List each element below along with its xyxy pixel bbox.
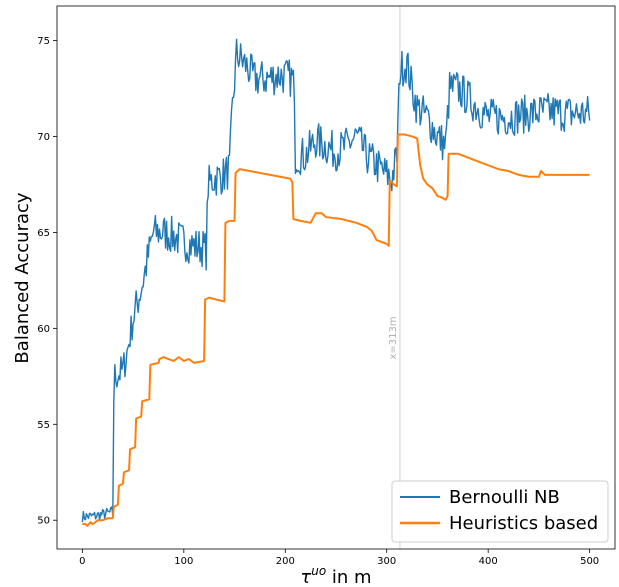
y-tick-label: 60 <box>37 324 50 335</box>
legend-label-heuristics-based: Heuristics based <box>449 513 598 534</box>
legend: Bernoulli NB Heuristics based <box>391 480 609 543</box>
x-axis-label: τuo in m <box>300 564 371 587</box>
legend-box <box>391 480 609 543</box>
y-tick-label: 70 <box>37 132 50 143</box>
x-tick-label: 0 <box>79 556 85 567</box>
series-layer <box>81 38 591 527</box>
y-axis: 50 55 60 65 70 75 <box>37 36 57 527</box>
x-axis-label-unit: in m <box>326 567 371 587</box>
x-tick-label: 200 <box>276 556 295 567</box>
x-axis-label-symbol: τ <box>300 567 311 587</box>
x-tick-label: 300 <box>377 556 396 567</box>
x-axis-label-superscript: uo <box>311 564 326 578</box>
plot-frame <box>56 5 616 550</box>
plot-area <box>57 6 615 549</box>
x-tick-label: 500 <box>580 556 599 567</box>
y-axis-label: Balanced Accuracy <box>12 192 33 363</box>
legend-label-bernoulli-nb: Bernoulli NB <box>449 487 560 508</box>
x-axis: 0 100 200 300 400 500 <box>79 549 599 567</box>
y-tick-label: 55 <box>37 420 50 431</box>
y-tick-label: 75 <box>37 36 50 47</box>
y-tick-label: 50 <box>37 516 50 527</box>
x-tick-label: 400 <box>479 556 498 567</box>
reference-line-label: x=313m <box>388 316 399 359</box>
y-tick-label: 65 <box>37 228 50 239</box>
series-line-heuristics-based <box>82 133 590 527</box>
series-line-bernoulli-nb <box>81 38 591 523</box>
x-tick-label: 100 <box>174 556 193 567</box>
